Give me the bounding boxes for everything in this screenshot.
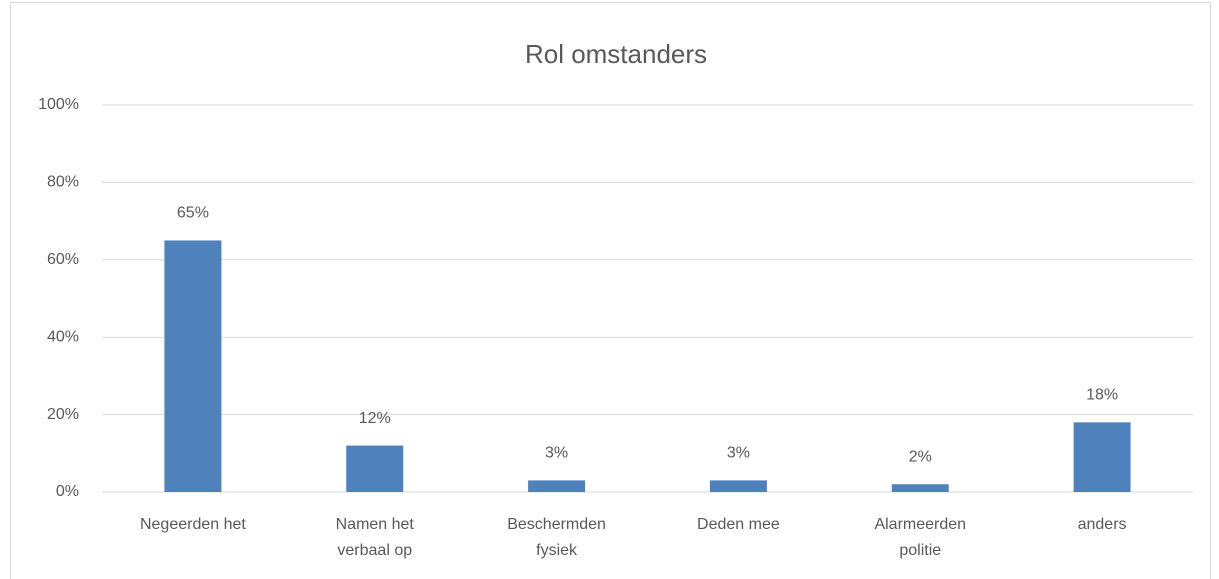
x-tick-label: Negeerden het (139, 516, 246, 533)
y-tick-label: 60% (47, 251, 79, 268)
x-tick-label: Alarmeerden politie (874, 516, 967, 559)
y-tick-label: 80% (47, 174, 79, 191)
y-tick-label: 20% (47, 406, 79, 423)
data-label: 12% (359, 410, 391, 427)
x-tick-label: anders (1077, 516, 1127, 533)
data-label: 18% (1086, 387, 1118, 404)
chart-title: Rol omstanders (525, 39, 707, 69)
bar (346, 445, 404, 492)
data-label: 65% (177, 205, 209, 222)
bar (1073, 422, 1131, 492)
bar (891, 484, 949, 492)
bar (709, 480, 767, 492)
y-tick-label: 100% (38, 96, 79, 113)
x-tick-label: Namen het verbaal op (335, 516, 414, 559)
data-label: 3% (545, 445, 568, 462)
bar (528, 480, 586, 492)
x-tick-label: Deden mee (697, 516, 780, 533)
bar (164, 240, 222, 492)
y-tick-label: 0% (56, 483, 79, 500)
data-label: 2% (909, 448, 932, 465)
data-label: 3% (727, 445, 750, 462)
x-tick-label: Beschermden fysiek (507, 516, 606, 559)
y-tick-label: 40% (47, 328, 79, 345)
